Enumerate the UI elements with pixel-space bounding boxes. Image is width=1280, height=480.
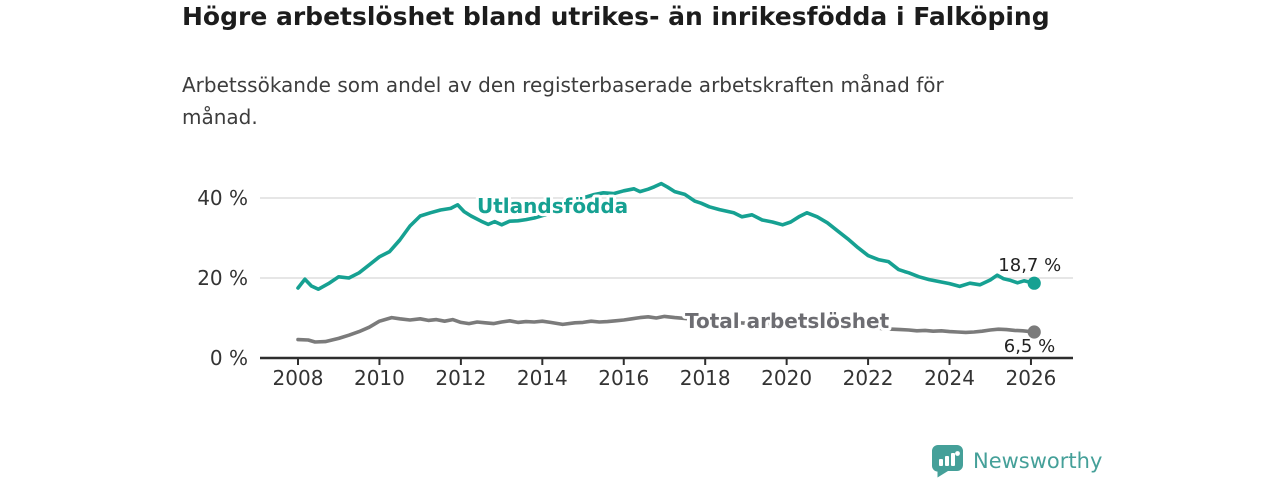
series-end-dot-0 bbox=[1027, 276, 1041, 290]
x-tick-label: 2026 bbox=[1006, 366, 1057, 390]
chart-subtitle: Arbetssökande som andel av den registerb… bbox=[182, 73, 944, 129]
series-end-value-1: 6,5 % bbox=[1004, 336, 1055, 357]
page-title: Högre arbetslöshet bland utrikes- än inr… bbox=[182, 2, 1050, 31]
series-end-dot-1 bbox=[1027, 325, 1041, 339]
y-tick-label: 40 % bbox=[197, 186, 248, 210]
bar-chart-speech-bubble-icon bbox=[931, 445, 963, 478]
series-line-0 bbox=[296, 181, 1036, 292]
series-label-0: Utlandsfödda bbox=[477, 194, 628, 218]
x-tick-label: 2014 bbox=[517, 366, 568, 390]
x-tick-label: 2012 bbox=[435, 366, 486, 390]
x-tick-label: 2018 bbox=[680, 366, 731, 390]
series-line-1 bbox=[296, 314, 1036, 344]
x-tick-label: 2008 bbox=[273, 366, 324, 390]
x-tick-label: 2010 bbox=[354, 366, 405, 390]
series-end-value-0: 18,7 % bbox=[998, 255, 1061, 276]
y-tick-label: 0 % bbox=[210, 346, 248, 370]
newsworthy-wordmark: Newsworthy bbox=[973, 449, 1103, 473]
series-label-1: Total arbetslöshet bbox=[685, 309, 890, 333]
x-tick-label: 2016 bbox=[598, 366, 649, 390]
y-tick-label: 20 % bbox=[197, 266, 248, 290]
x-tick-label: 2020 bbox=[761, 366, 812, 390]
x-tick-label: 2022 bbox=[843, 366, 894, 390]
x-tick-label: 2024 bbox=[924, 366, 975, 390]
newsworthy-logo: Newsworthy bbox=[931, 444, 1102, 478]
